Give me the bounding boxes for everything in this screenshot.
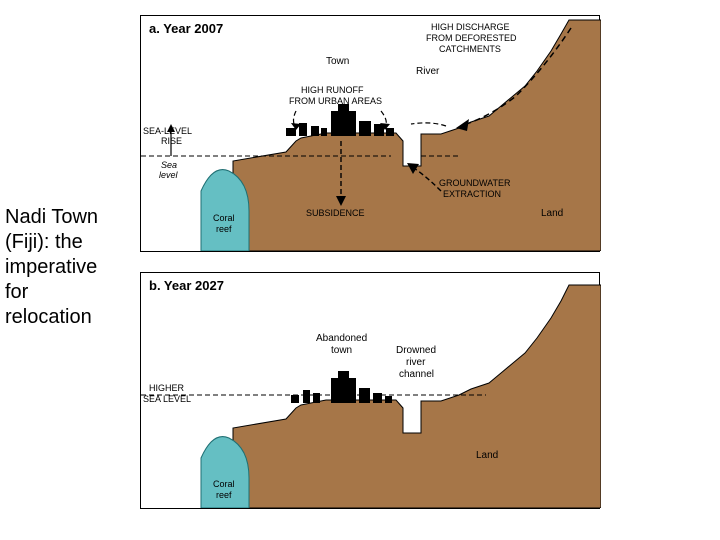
ann-aband1: Abandoned <box>316 333 367 344</box>
ann-land-b: Land <box>476 450 498 461</box>
town-silhouette <box>286 104 394 136</box>
ann-drown1: Drowned <box>396 345 436 356</box>
panel-b-label: b. Year 2027 <box>149 278 224 293</box>
ann-gw2: EXTRACTION <box>443 189 501 199</box>
caption-line: imperative <box>5 256 97 278</box>
panel-a-svg: a. Year 2007 <box>141 16 601 251</box>
ann-hsl1: HIGHER <box>149 383 185 393</box>
side-caption: Nadi Town (Fiji): the imperative for rel… <box>5 205 130 330</box>
ann-runoff2: FROM URBAN AREAS <box>289 96 382 106</box>
town-silhouette-b <box>291 371 392 403</box>
panel-a-label: a. Year 2007 <box>149 21 223 36</box>
ann-drown2: river <box>406 357 426 368</box>
panel-a: a. Year 2007 <box>140 15 600 252</box>
river-arrow <box>411 123 446 126</box>
caption-line: for <box>5 281 28 303</box>
ann-river: River <box>416 66 440 77</box>
ann-gw1: GROUNDWATER <box>439 178 511 188</box>
ann-sea1: Sea <box>161 160 177 170</box>
ann-runoff1: HIGH RUNOFF <box>301 85 364 95</box>
caption-line: Nadi Town <box>5 206 98 228</box>
ann-coral1: Coral <box>213 213 235 223</box>
coral-reef-shape <box>201 170 249 251</box>
land-shape-b <box>233 285 601 508</box>
ann-town: Town <box>326 56 349 67</box>
ann-aband2: town <box>331 345 352 356</box>
ann-hsl2: SEA LEVEL <box>143 394 191 404</box>
caption-line: (Fiji): the <box>5 231 83 253</box>
ann-subsidence: SUBSIDENCE <box>306 208 365 218</box>
panel-b: b. Year 2027 Abandoned town Drown <box>140 272 600 509</box>
ann-high-discharge: HIGH DISCHARGE <box>431 22 510 32</box>
ann-slr2: RISE <box>161 136 182 146</box>
ann-high-discharge3: CATCHMENTS <box>439 44 501 54</box>
ann-sea2: level <box>159 170 179 180</box>
panel-b-svg: b. Year 2027 Abandoned town Drown <box>141 273 601 508</box>
ann-high-discharge2: FROM DEFORESTED <box>426 33 517 43</box>
ann-slr1: SEA-LEVEL <box>143 126 192 136</box>
caption-line: relocation <box>5 306 92 328</box>
ann-drown3: channel <box>399 369 434 380</box>
ann-land: Land <box>541 208 563 219</box>
ann-coral1b: Coral <box>213 479 235 489</box>
ann-coral2b: reef <box>216 490 232 500</box>
diagram-panels: a. Year 2007 <box>140 15 600 529</box>
ann-coral2: reef <box>216 224 232 234</box>
